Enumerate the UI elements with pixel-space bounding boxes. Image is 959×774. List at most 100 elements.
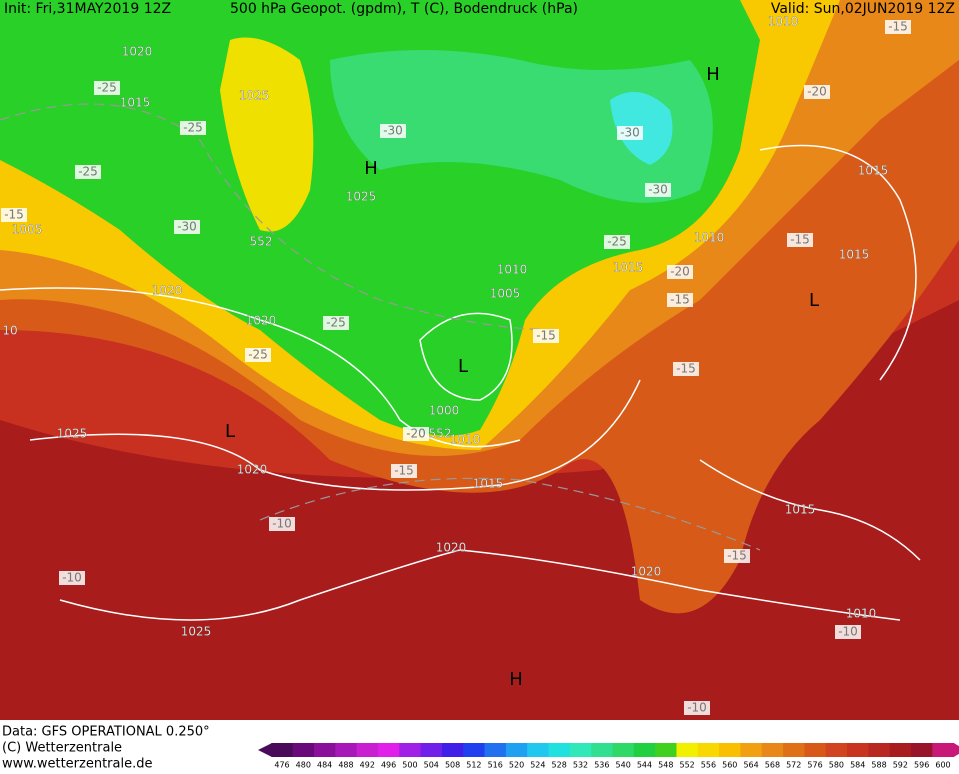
- label-box: [245, 348, 271, 362]
- scale-swatch: [847, 743, 869, 757]
- label-box: [323, 316, 349, 330]
- temperature-label: -25: [183, 121, 203, 135]
- scale-swatch: [719, 743, 741, 757]
- scale-swatch: [569, 743, 592, 757]
- label-box: [804, 85, 830, 99]
- scale-label: 504: [424, 761, 439, 770]
- scale-label: 588: [871, 761, 886, 770]
- scale-label: 528: [552, 761, 567, 770]
- scale-label: 488: [338, 761, 353, 770]
- label-box: [1, 208, 27, 222]
- isobar-label: 1020: [246, 314, 277, 328]
- isobar-label: 1020: [436, 541, 467, 555]
- pressure-center: L: [458, 356, 468, 377]
- temperature-label: -10: [272, 517, 292, 531]
- scale-swatch: [761, 743, 784, 757]
- scale-label: 508: [445, 761, 460, 770]
- label-box: [94, 81, 120, 95]
- label-box: [180, 121, 206, 135]
- scale-label: 500: [402, 761, 417, 770]
- scale-label: 480: [296, 761, 311, 770]
- scale-label: 552: [679, 761, 694, 770]
- scale-swatch: [356, 743, 379, 757]
- scale-label: 492: [360, 761, 375, 770]
- scale-end-left: [258, 743, 272, 757]
- label-box: [617, 126, 643, 140]
- scale-swatch: [505, 743, 528, 757]
- temperature-label: -10: [687, 701, 707, 715]
- label-box: [269, 517, 295, 531]
- scale-swatch: [484, 743, 507, 757]
- isobar-label: 1015: [858, 164, 889, 178]
- isobar-label: 1020: [152, 284, 183, 298]
- temperature-label: -15: [4, 208, 24, 222]
- scale-swatch: [527, 743, 550, 757]
- scale-swatch: [804, 743, 827, 757]
- scale-label: 512: [466, 761, 481, 770]
- scale-label: 548: [658, 761, 673, 770]
- isobar-label: 1010: [768, 15, 799, 29]
- scale-swatch: [932, 743, 955, 757]
- scale-swatch: [911, 743, 933, 757]
- scale-swatch: [377, 743, 400, 757]
- scale-swatch: [441, 743, 464, 757]
- scale-label: 592: [893, 761, 908, 770]
- isobar-label: 1015: [120, 96, 151, 110]
- isobar-label: 1010: [846, 607, 877, 621]
- scale-swatch: [889, 743, 912, 757]
- isobar-label: 1025: [57, 427, 88, 441]
- temperature-label: -15: [676, 362, 696, 376]
- isobar: [0, 287, 521, 448]
- isobar-label: 1025: [239, 89, 270, 103]
- isobar-label: 10: [2, 324, 17, 338]
- isobar-label: 1015: [785, 503, 816, 517]
- scale-swatch: [313, 743, 336, 757]
- temperature-label: -15: [394, 464, 414, 478]
- label-box: [533, 329, 559, 343]
- url: www.wetterzentrale.de: [2, 757, 152, 771]
- scale-label: 516: [488, 761, 503, 770]
- region-yellow-greenland: [220, 37, 314, 232]
- init-time: Init: Fri,31MAY2019 12Z: [4, 1, 171, 17]
- isobar-label: 1005: [490, 287, 521, 301]
- scale-swatch: [676, 743, 699, 757]
- scale-swatch: [335, 743, 358, 757]
- temperature-label: -20: [807, 85, 827, 99]
- scale-swatch: [420, 743, 443, 757]
- data-source: Data: GFS OPERATIONAL 0.250°: [2, 725, 210, 740]
- scale-swatch: [655, 743, 677, 757]
- scale-swatch: [612, 743, 635, 757]
- isobar-label: 1010: [694, 231, 725, 245]
- isobar-label: 1015: [839, 248, 870, 262]
- isobar-label: 552: [429, 427, 452, 441]
- temperature-label: -15: [670, 293, 690, 307]
- label-box: [174, 220, 200, 234]
- scale-label: 524: [530, 761, 545, 770]
- scale-label: 568: [765, 761, 780, 770]
- label-box: [403, 427, 429, 441]
- scale-label: 540: [616, 761, 631, 770]
- isotherm: [0, 103, 561, 331]
- pressure-center: H: [509, 669, 523, 690]
- isobar-label: 1015: [473, 477, 504, 491]
- label-box: [380, 124, 406, 138]
- scale-label: 584: [850, 761, 865, 770]
- temperature-label: -25: [607, 235, 627, 249]
- label-box: [604, 235, 630, 249]
- label-box: [673, 362, 699, 376]
- isobar-label: 1000: [429, 404, 460, 418]
- isobar: [699, 459, 921, 561]
- temperature-label: -15: [888, 20, 908, 34]
- temperature-label: -25: [78, 165, 98, 179]
- temperature-label: -20: [406, 427, 426, 441]
- map-title: 500 hPa Geopot. (gpdm), T (C), Bodendruc…: [230, 1, 578, 17]
- isobar-label: 1005: [12, 223, 43, 237]
- isobar-label: 1010: [450, 433, 481, 447]
- temperature-label: -25: [326, 316, 346, 330]
- label-box: [724, 549, 750, 563]
- temperature-label: -20: [670, 265, 690, 279]
- label-box: [835, 625, 861, 639]
- scale-label: 520: [509, 761, 524, 770]
